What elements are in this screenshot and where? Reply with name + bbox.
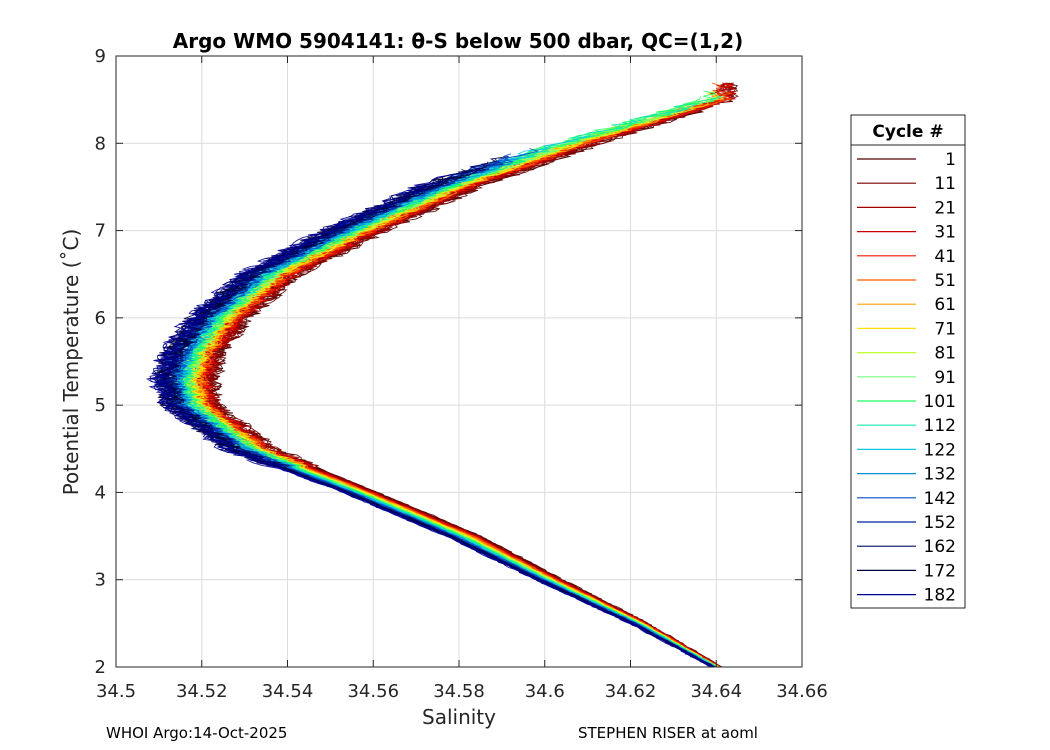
legend-label: 182 <box>924 586 956 606</box>
y-tick-label: 5 <box>95 395 106 416</box>
y-tick-label: 9 <box>95 46 106 67</box>
x-tick-label: 34.64 <box>690 681 742 702</box>
x-tick-label: 34.62 <box>605 681 657 702</box>
legend-label: 142 <box>924 489 956 509</box>
legend-label: 112 <box>924 416 956 436</box>
legend: Cycle # 11121314151617181911011121221321… <box>850 114 966 609</box>
x-tick-labels: 34.5 34.52 34.54 34.56 34.58 34.6 34.62 34.64 34… <box>96 681 828 702</box>
legend-title: Cycle # <box>872 122 943 142</box>
cycle-profile-line <box>145 195 710 668</box>
legend-label: 101 <box>924 392 956 412</box>
y-tick-labels: 2 3 4 5 6 7 8 9 <box>95 46 106 678</box>
legend-label: 162 <box>924 537 956 557</box>
legend-label: 172 <box>924 561 956 581</box>
x-tick-label: 34.5 <box>96 681 136 702</box>
chart-title: Argo WMO 5904141: θ-S below 500 dbar, QC… <box>173 29 743 53</box>
x-tick-label: 34.54 <box>262 681 314 702</box>
plot-area <box>115 55 803 668</box>
legend-label: 152 <box>924 513 956 533</box>
legend-label: 91 <box>934 368 956 388</box>
y-tick-label: 8 <box>95 133 106 154</box>
legend-label: 71 <box>934 319 956 339</box>
y-tick-label: 4 <box>95 482 106 503</box>
legend-box <box>850 114 966 609</box>
y-axis-label: Potential Temperature (˚C) <box>59 229 83 496</box>
legend-label: 31 <box>934 223 956 243</box>
y-tick-label: 2 <box>95 657 106 678</box>
legend-entries: 1112131415161718191101112122132142152162… <box>857 150 956 606</box>
legend-label: 81 <box>934 344 956 364</box>
x-tick-label: 34.66 <box>776 681 828 702</box>
x-tick-label: 34.58 <box>433 681 485 702</box>
legend-label: 132 <box>924 465 956 485</box>
cycle-profile-line <box>152 169 714 668</box>
legend-label: 61 <box>934 295 956 315</box>
legend-label: 21 <box>934 198 956 218</box>
x-tick-label: 34.56 <box>347 681 399 702</box>
footer-right-credit: STEPHEN RISER at aoml <box>578 724 758 742</box>
legend-label: 122 <box>924 440 956 460</box>
x-axis-label: Salinity <box>422 705 496 729</box>
y-tick-label: 3 <box>95 570 106 591</box>
y-tick-label: 7 <box>95 221 106 242</box>
theta-s-profiles <box>145 82 739 668</box>
legend-label: 1 <box>945 150 956 170</box>
footer-left-credit: WHOI Argo:14-Oct-2025 <box>106 724 288 742</box>
axis-ticks <box>115 55 803 668</box>
legend-label: 11 <box>934 174 956 194</box>
legend-label: 51 <box>934 271 956 291</box>
x-tick-label: 34.6 <box>525 681 565 702</box>
y-tick-label: 6 <box>95 308 106 329</box>
legend-label: 41 <box>934 247 956 267</box>
x-tick-label: 34.52 <box>176 681 228 702</box>
